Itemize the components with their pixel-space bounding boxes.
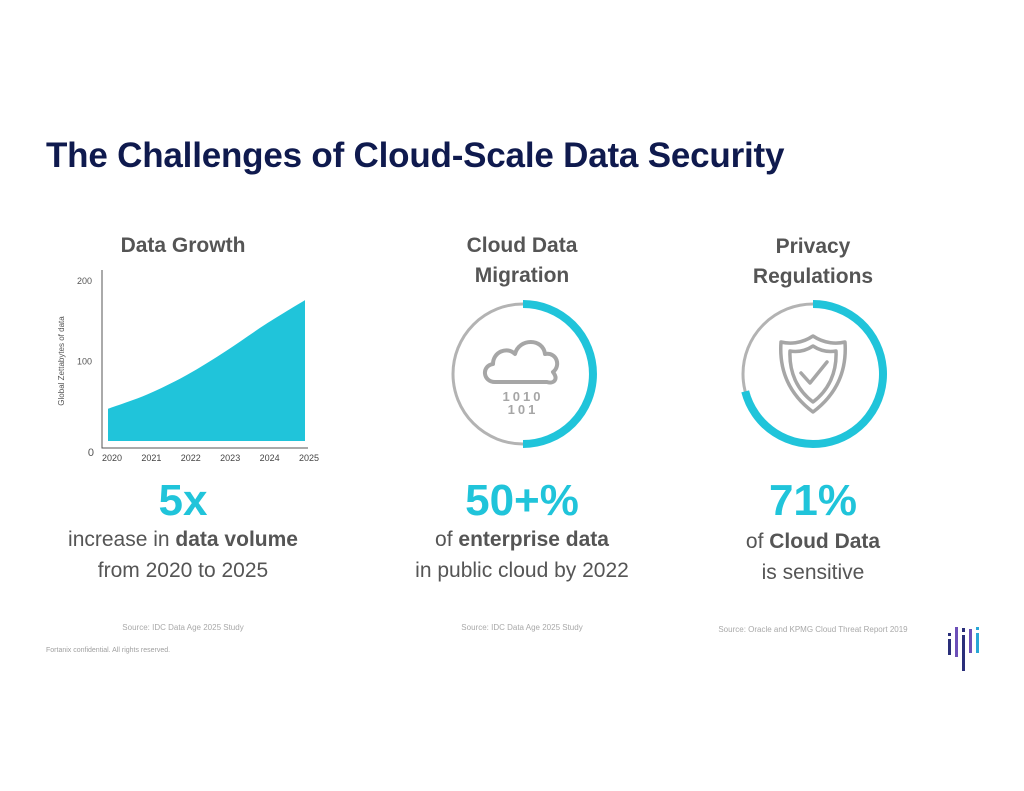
x-tick-label: 2025	[299, 453, 319, 463]
privacy-heading: Privacy Regulations	[752, 235, 874, 288]
data-growth-source: Source: IDC Data Age 2025 Study	[122, 623, 244, 632]
privacy-description: of Cloud Data is sensitive	[745, 530, 881, 584]
page-title: The Challenges of Cloud-Scale Data Secur…	[46, 136, 785, 175]
cloud-migration-heading: Cloud Data Migration	[466, 234, 578, 287]
y-tick-label: 200	[77, 276, 92, 286]
data-growth-heading: Data Growth	[120, 234, 246, 257]
y-tick-label: 0	[88, 447, 94, 459]
x-tick-label: 2023	[220, 453, 240, 463]
x-tick-label: 2021	[141, 453, 161, 463]
area-series	[108, 300, 305, 441]
chart-axes	[101, 270, 308, 449]
ring-value-arc	[522, 300, 597, 448]
privacy-source: Source: Oracle and KPMG Cloud Threat Rep…	[718, 625, 908, 634]
privacy-ring	[741, 300, 887, 448]
x-tick-label: 2024	[260, 453, 280, 463]
data-growth-stat: 5x	[158, 476, 208, 525]
y-axis-label: Global Zettabytes of data	[57, 316, 66, 406]
fortanix-logo-icon	[948, 627, 979, 671]
binary-text-line1: 1010	[503, 389, 544, 404]
cloud-migration-source: Source: IDC Data Age 2025 Study	[461, 623, 583, 632]
cloud-migration-ring: 1010 101	[451, 300, 597, 448]
footer-confidential: Fortanix confidential. All rights reserv…	[46, 647, 171, 654]
x-tick-label: 2020	[102, 453, 122, 463]
cloud-migration-description: of enterprise data in public cloud by 20…	[415, 528, 629, 582]
privacy-stat: 71%	[768, 476, 858, 525]
x-tick-label: 2022	[181, 453, 201, 463]
cloud-icon	[483, 340, 560, 385]
data-growth-chart: 0 100 200 2020 2021 2022 2023 2024 2025 Global Ze…	[57, 270, 319, 463]
data-growth-description: increase in data volume from 2020 to 202…	[68, 528, 298, 582]
ring-value-arc	[741, 300, 887, 448]
shield-check-icon	[779, 334, 847, 414]
y-tick-label: 100	[77, 357, 92, 367]
cloud-migration-stat: 50+%	[465, 476, 579, 525]
binary-text-line2: 101	[508, 402, 539, 417]
